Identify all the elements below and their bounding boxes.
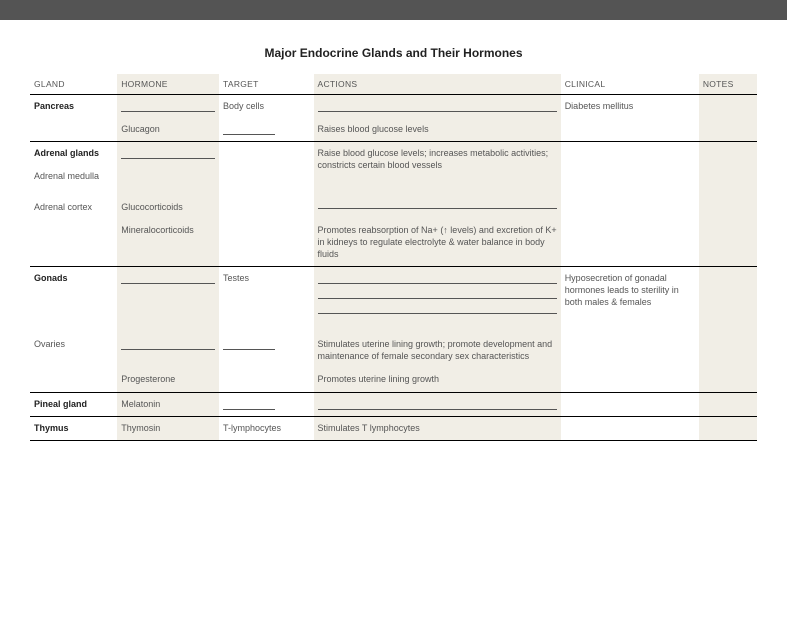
- cell-target: T-lymphocytes: [219, 416, 314, 440]
- cell-gland: Adrenal glands: [30, 142, 117, 166]
- cell-actions: Promotes uterine lining growth: [314, 368, 561, 392]
- cell-actions: Stimulates T lymphocytes: [314, 416, 561, 440]
- cell-actions: Stimulates uterine lining growth; promot…: [314, 320, 561, 368]
- table-row: Adrenal glands Raise blood glucose level…: [30, 142, 757, 166]
- cell-hormone: Progesterone: [117, 368, 219, 392]
- cell-gland: Adrenal medulla: [30, 165, 117, 188]
- cell-hormone: Glucagon: [117, 118, 219, 142]
- table-row: Progesterone Promotes uterine lining gro…: [30, 368, 757, 392]
- table-row: Ovaries Stimulates uterine lining growth…: [30, 320, 757, 368]
- col-target: TARGET: [219, 74, 314, 95]
- cell-hormone: Mineralocorticoids: [117, 219, 219, 267]
- cell-hormone-blank: [117, 267, 219, 321]
- cell-gland: Gonads: [30, 267, 117, 321]
- col-hormone: HORMONE: [117, 74, 219, 95]
- cell-hormone: Thymosin: [117, 416, 219, 440]
- cell-actions-blank: [314, 189, 561, 219]
- table-row: Gonads Testes Hyposecretion of gonadal h…: [30, 267, 757, 321]
- page-title: Major Endocrine Glands and Their Hormone…: [30, 46, 757, 60]
- cell-actions: Promotes reabsorption of Na+ (↑ levels) …: [314, 219, 561, 267]
- cell-notes: [699, 95, 757, 119]
- cell-gland: Adrenal cortex: [30, 189, 117, 219]
- col-gland: GLAND: [30, 74, 117, 95]
- table-row: Glucagon Raises blood glucose levels: [30, 118, 757, 142]
- cell-actions-blank: [314, 267, 561, 321]
- table-row: Adrenal cortex Glucocorticoids: [30, 189, 757, 219]
- table-row: Pineal gland Melatonin: [30, 392, 757, 416]
- document-page: { "title": "Major Endocrine Glands and T…: [0, 20, 787, 471]
- cell-hormone: Glucocorticoids: [117, 189, 219, 219]
- cell-actions: Raises blood glucose levels: [314, 118, 561, 142]
- cell-actions: Raise blood glucose levels; increases me…: [314, 142, 561, 189]
- col-actions: ACTIONS: [314, 74, 561, 95]
- endocrine-table: GLAND HORMONE TARGET ACTIONS CLINICAL NO…: [30, 74, 757, 441]
- cell-hormone: Melatonin: [117, 392, 219, 416]
- col-notes: NOTES: [699, 74, 757, 95]
- window-top-bar: [0, 0, 787, 20]
- table-row: Mineralocorticoids Promotes reabsorption…: [30, 219, 757, 267]
- cell-actions-blank: [314, 95, 561, 119]
- cell-gland: Thymus: [30, 416, 117, 440]
- cell-hormone-blank: [117, 95, 219, 119]
- table-row: Pancreas Body cells Diabetes mellitus: [30, 95, 757, 119]
- table-header-row: GLAND HORMONE TARGET ACTIONS CLINICAL NO…: [30, 74, 757, 95]
- cell-clinical: Diabetes mellitus: [561, 95, 699, 119]
- cell-clinical: Hyposecretion of gonadal hormones leads …: [561, 267, 699, 321]
- cell-gland: Ovaries: [30, 320, 117, 368]
- col-clinical: CLINICAL: [561, 74, 699, 95]
- cell-hormone-blank: [117, 320, 219, 368]
- cell-target-blank: [219, 118, 314, 142]
- cell-hormone-blank: [117, 142, 219, 166]
- cell-target: Body cells: [219, 95, 314, 119]
- cell-target-blank: [219, 392, 314, 416]
- cell-actions-blank: [314, 392, 561, 416]
- cell-gland: Pineal gland: [30, 392, 117, 416]
- table-row: Thymus Thymosin T-lymphocytes Stimulates…: [30, 416, 757, 440]
- cell-target: Testes: [219, 267, 314, 321]
- cell-target-blank: [219, 320, 314, 368]
- cell-gland: Pancreas: [30, 95, 117, 119]
